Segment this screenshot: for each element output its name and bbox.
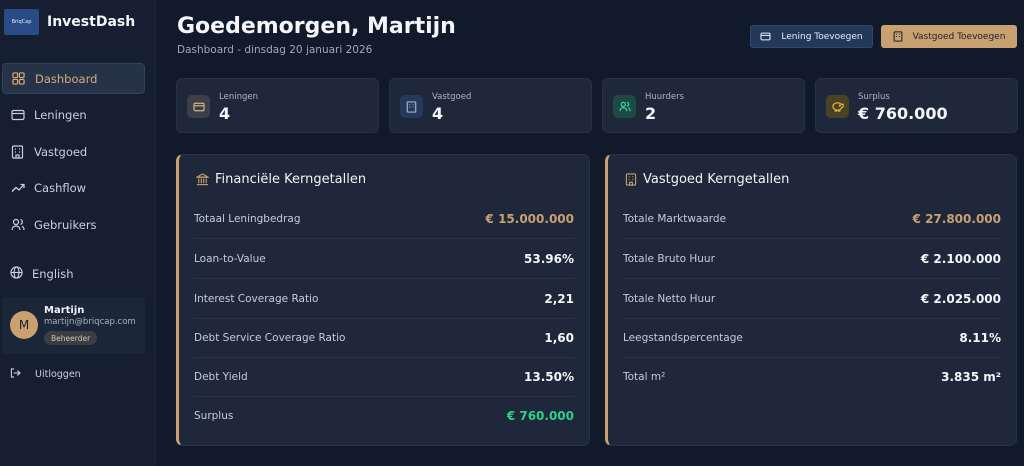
metric-row: Totaal Leningbedrag € 15.000.000 (194, 199, 574, 239)
metric-label: Total m² (623, 371, 666, 383)
avatar: M (10, 311, 38, 339)
metric-value: € 2.100.000 (920, 251, 1001, 266)
sidebar-item-label: Dashboard (35, 71, 98, 86)
user-name: Martijn (44, 305, 85, 316)
add-loan-label: Lening Toevoegen (781, 31, 863, 42)
metric-row: Loan-to-Value 53.96% (194, 239, 574, 279)
user-card[interactable]: M Martijn martijn@briqcap.com Beheerder (2, 297, 145, 354)
sidebar-item-leningen[interactable]: Leningen (2, 100, 145, 131)
metric-value: € 760.000 (506, 409, 574, 423)
metric-label: Leegstandspercentage (623, 331, 743, 344)
stat-card-huurders[interactable]: Huurders 2 (602, 78, 805, 133)
stat-card-leningen[interactable]: Leningen 4 (176, 78, 379, 133)
dashboard-icon (11, 71, 26, 86)
brand-logo: BriqCap (4, 9, 39, 35)
metric-row: Totale Marktwaarde € 27.800.000 (623, 199, 1001, 239)
building-icon (400, 95, 423, 118)
metric-value: € 15.000.000 (485, 211, 574, 226)
users-icon (613, 95, 636, 118)
metric-row: Debt Service Coverage Ratio 1,60 (194, 318, 574, 358)
metric-value: 53.96% (524, 251, 574, 266)
sidebar-item-gebruikers[interactable]: Gebruikers (2, 209, 145, 240)
panel-title: Vastgoed Kerngetallen (625, 172, 789, 187)
page-title: Goedemorgen, Martijn (177, 14, 456, 39)
sidebar-item-dashboard[interactable]: Dashboard (2, 63, 145, 94)
panel-title-label: Financiële Kerngetallen (215, 172, 367, 187)
users-icon (10, 217, 25, 232)
stat-value: € 760.000 (858, 104, 948, 123)
piggy-bank-icon (826, 95, 849, 118)
stat-value: 2 (645, 104, 657, 123)
metric-label: Debt Service Coverage Ratio (194, 331, 346, 344)
metric-value: 2,21 (544, 291, 574, 306)
logout-icon (10, 368, 21, 381)
stat-value: 4 (219, 104, 231, 123)
metric-label: Interest Coverage Ratio (194, 292, 319, 305)
brand-name: InvestDash (47, 14, 136, 30)
building-icon (10, 144, 25, 159)
building-icon (893, 31, 903, 42)
metric-value: 3.835 m² (941, 370, 1001, 384)
panel-title-label: Vastgoed Kerngetallen (643, 172, 790, 187)
card-icon (760, 32, 771, 41)
metric-row: Leegstandspercentage 8.11% (623, 318, 1001, 358)
metric-value: 8.11% (959, 330, 1001, 345)
sidebar-item-label: Leningen (34, 108, 87, 122)
sidebar-item-label: Gebruikers (34, 217, 97, 232)
metric-label: Surplus (194, 410, 234, 422)
sidebar-nav: Dashboard Leningen Vastgoed Cashflow Geb… (2, 63, 145, 246)
metric-row: Totale Netto Huur € 2.025.000 (623, 279, 1001, 319)
metric-row: Totale Bruto Huur € 2.100.000 (623, 239, 1001, 279)
user-email: martijn@briqcap.com (44, 317, 136, 327)
metric-label: Totale Bruto Huur (623, 252, 715, 265)
sidebar-item-cashflow[interactable]: Cashflow (2, 173, 145, 204)
panel-title: Financiële Kerngetallen (196, 172, 366, 187)
metric-label: Totaal Leningbedrag (194, 212, 301, 225)
page-subtitle: Dashboard - dinsdag 20 januari 2026 (177, 44, 373, 56)
stat-card-vastgoed[interactable]: Vastgoed 4 (389, 78, 592, 133)
metric-value: 1,60 (544, 330, 574, 345)
globe-icon (10, 266, 23, 282)
metric-value: € 2.025.000 (920, 291, 1001, 306)
sidebar-item-vastgoed[interactable]: Vastgoed (2, 136, 145, 167)
stat-label: Leningen (219, 92, 258, 102)
metric-value: 13.50% (524, 369, 574, 384)
logout-button[interactable]: Uitloggen (10, 368, 81, 381)
stat-label: Surplus (858, 92, 890, 102)
financial-metrics-panel: Financiële Kerngetallen Totaal Leningbed… (176, 154, 590, 446)
metric-row: Debt Yield 13.50% (194, 357, 574, 397)
metric-value: € 27.800.000 (912, 211, 1001, 226)
stat-label: Vastgoed (432, 92, 472, 102)
metric-label: Debt Yield (194, 370, 248, 383)
property-metrics-panel: Vastgoed Kerngetallen Totale Marktwaarde… (605, 154, 1017, 446)
metric-label: Totale Marktwaarde (623, 212, 727, 225)
stat-label: Huurders (645, 92, 685, 102)
stat-card-surplus[interactable]: Surplus € 760.000 (815, 78, 1018, 133)
card-icon (10, 108, 25, 123)
role-badge: Beheerder (44, 331, 98, 345)
add-loan-button[interactable]: Lening Toevoegen (750, 25, 873, 48)
brand[interactable]: BriqCap InvestDash (4, 9, 135, 35)
building-icon (625, 173, 637, 186)
stat-value: 4 (432, 104, 444, 123)
trend-icon (10, 181, 25, 196)
metric-label: Loan-to-Value (194, 252, 266, 265)
metric-row: Interest Coverage Ratio 2,21 (194, 279, 574, 319)
bank-icon (196, 173, 209, 186)
metric-label: Totale Netto Huur (623, 292, 716, 305)
card-icon (187, 95, 210, 118)
language-label: English (32, 267, 74, 281)
sidebar: BriqCap InvestDash Dashboard Leningen Va… (0, 0, 156, 466)
sidebar-item-label: Cashflow (34, 181, 87, 195)
logout-label: Uitloggen (35, 369, 81, 380)
language-switch[interactable]: English (10, 266, 74, 282)
add-property-label: Vastgoed Toevoegen (912, 31, 1006, 42)
add-property-button[interactable]: Vastgoed Toevoegen (881, 25, 1017, 48)
metric-row: Surplus € 760.000 (194, 396, 574, 436)
metric-row: Total m² 3.835 m² (623, 357, 1001, 397)
sidebar-item-label: Vastgoed (34, 144, 88, 159)
